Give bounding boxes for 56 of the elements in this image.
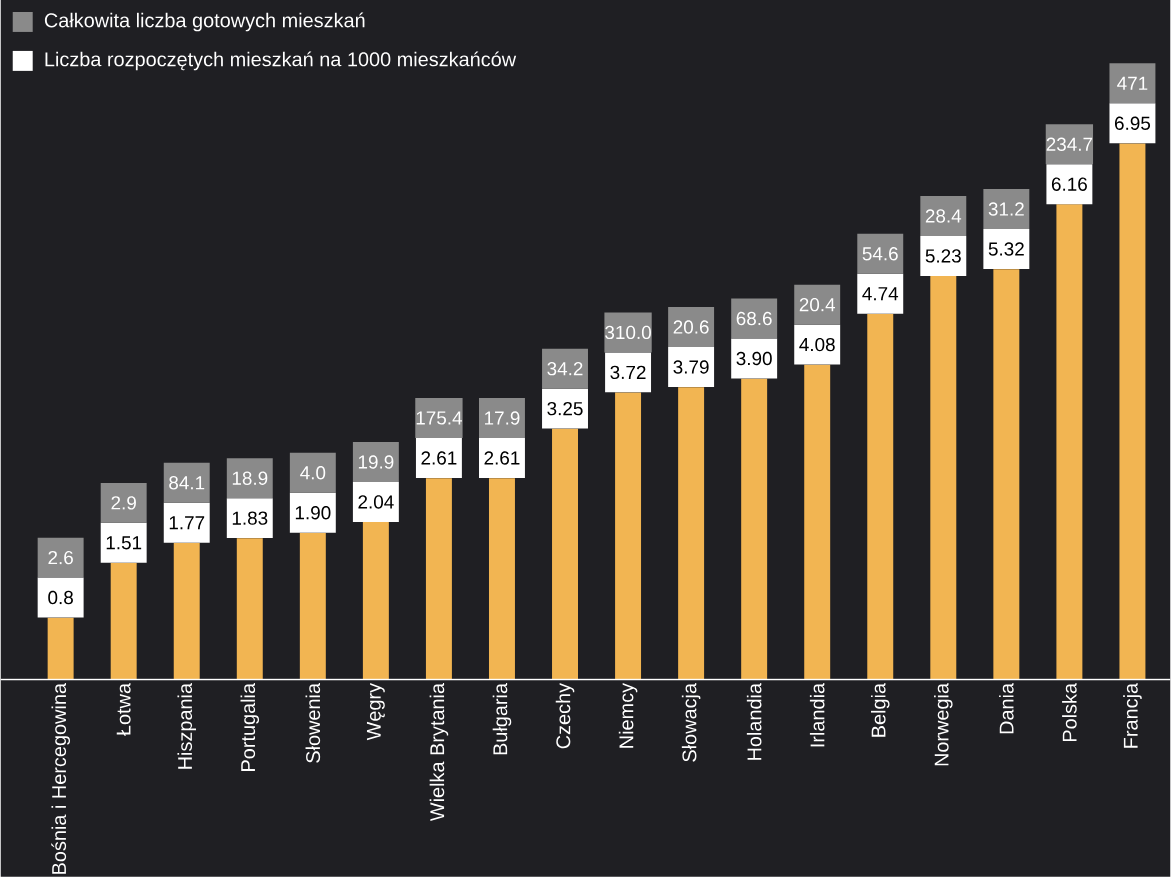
data-label: 1.83 [232, 511, 268, 525]
x-tick-label: Wielka Brytania [429, 683, 449, 822]
data-label: 4.74 [862, 287, 899, 301]
x-tick-label: Belgia [870, 683, 890, 737]
data-label: 5.23 [925, 249, 961, 263]
data-label: 3.90 [736, 351, 772, 366]
data-label: 6.16 [1051, 177, 1087, 192]
annotation: 2.9 [111, 496, 136, 510]
annotation: 175.4 [416, 411, 463, 425]
annotation: 310.0 [605, 325, 651, 340]
x-tick-label: Irlandia [809, 683, 825, 747]
x-tick-label: Niemcy [618, 683, 638, 748]
x-tick-label: Holandia [746, 683, 762, 760]
annotation: 20.4 [799, 298, 836, 312]
x-tick-label: Słowenia [305, 683, 321, 763]
x-tick-label: Czechy [555, 683, 575, 749]
x-tick-label: Francja [1123, 683, 1142, 748]
data-label: 4.08 [799, 338, 835, 352]
annotation: 17.9 [485, 411, 520, 425]
data-label: 3.25 [547, 402, 583, 416]
annotation: 19.9 [358, 455, 394, 469]
annotation: 54.6 [862, 247, 898, 261]
annotation: 234.7 [1046, 137, 1093, 152]
annotation: 2.6 [48, 551, 73, 565]
data-label: 5.32 [988, 242, 1024, 256]
annotation: 68.6 [736, 311, 772, 326]
annotation: 31.2 [988, 202, 1024, 216]
annotation: 18.9 [232, 471, 268, 485]
x-tick-label: Łotwa [116, 683, 131, 736]
data-label: 3.72 [610, 365, 646, 380]
text: Liczba rozpoczętych mieszkań na 1000 mieszkańców [45, 51, 517, 71]
annotation: 20.6 [673, 320, 709, 334]
x-tick-label: Bułgaria [492, 683, 512, 755]
data-label: 2.61 [484, 451, 520, 465]
x-tick-label: Norwegia [934, 683, 953, 766]
x-tick-label: Słowacja [681, 683, 701, 762]
data-label: 2.04 [358, 495, 394, 509]
data-label: 1.51 [106, 536, 142, 550]
annotation: 34.2 [547, 362, 583, 376]
data-label: 3.79 [673, 360, 709, 374]
annotation: 84.1 [169, 476, 205, 490]
data-label: 2.61 [421, 451, 457, 465]
data-label: 1.90 [295, 506, 331, 520]
legend-label: Całkowita liczba gotowych mieszkań [44, 12, 365, 32]
data-label: 6.95 [1114, 116, 1151, 131]
x-tick-label: Bośnia i Hercegowina [51, 683, 71, 874]
annotation: 471 [1117, 76, 1148, 90]
x-tick-label: Polska [1062, 683, 1077, 742]
x-tick-label: Hiszpania [177, 683, 197, 769]
annotation: 28.4 [925, 209, 962, 223]
x-tick-label: Węgry [366, 683, 385, 741]
annotation: 4.0 [300, 466, 326, 480]
x-tick-label: Dania [999, 683, 1014, 734]
x-tick-label: Portugalia [240, 683, 260, 772]
data-label: 1.77 [169, 516, 205, 530]
data-label: 0.8 [48, 591, 73, 605]
